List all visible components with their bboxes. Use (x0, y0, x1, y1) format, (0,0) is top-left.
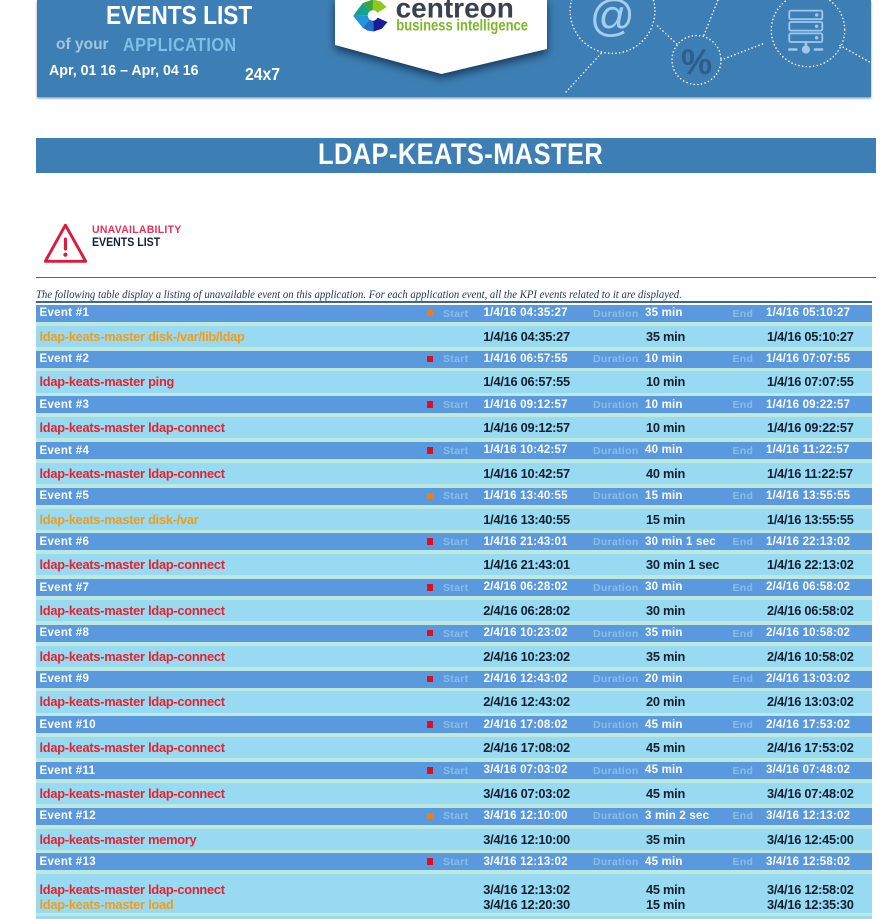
svg-text:@: @ (590, 0, 635, 41)
svg-text:centreon: centreon (396, 0, 514, 24)
svg-text:%: % (681, 43, 712, 82)
svg-text:business intelligence: business intelligence (396, 17, 528, 35)
